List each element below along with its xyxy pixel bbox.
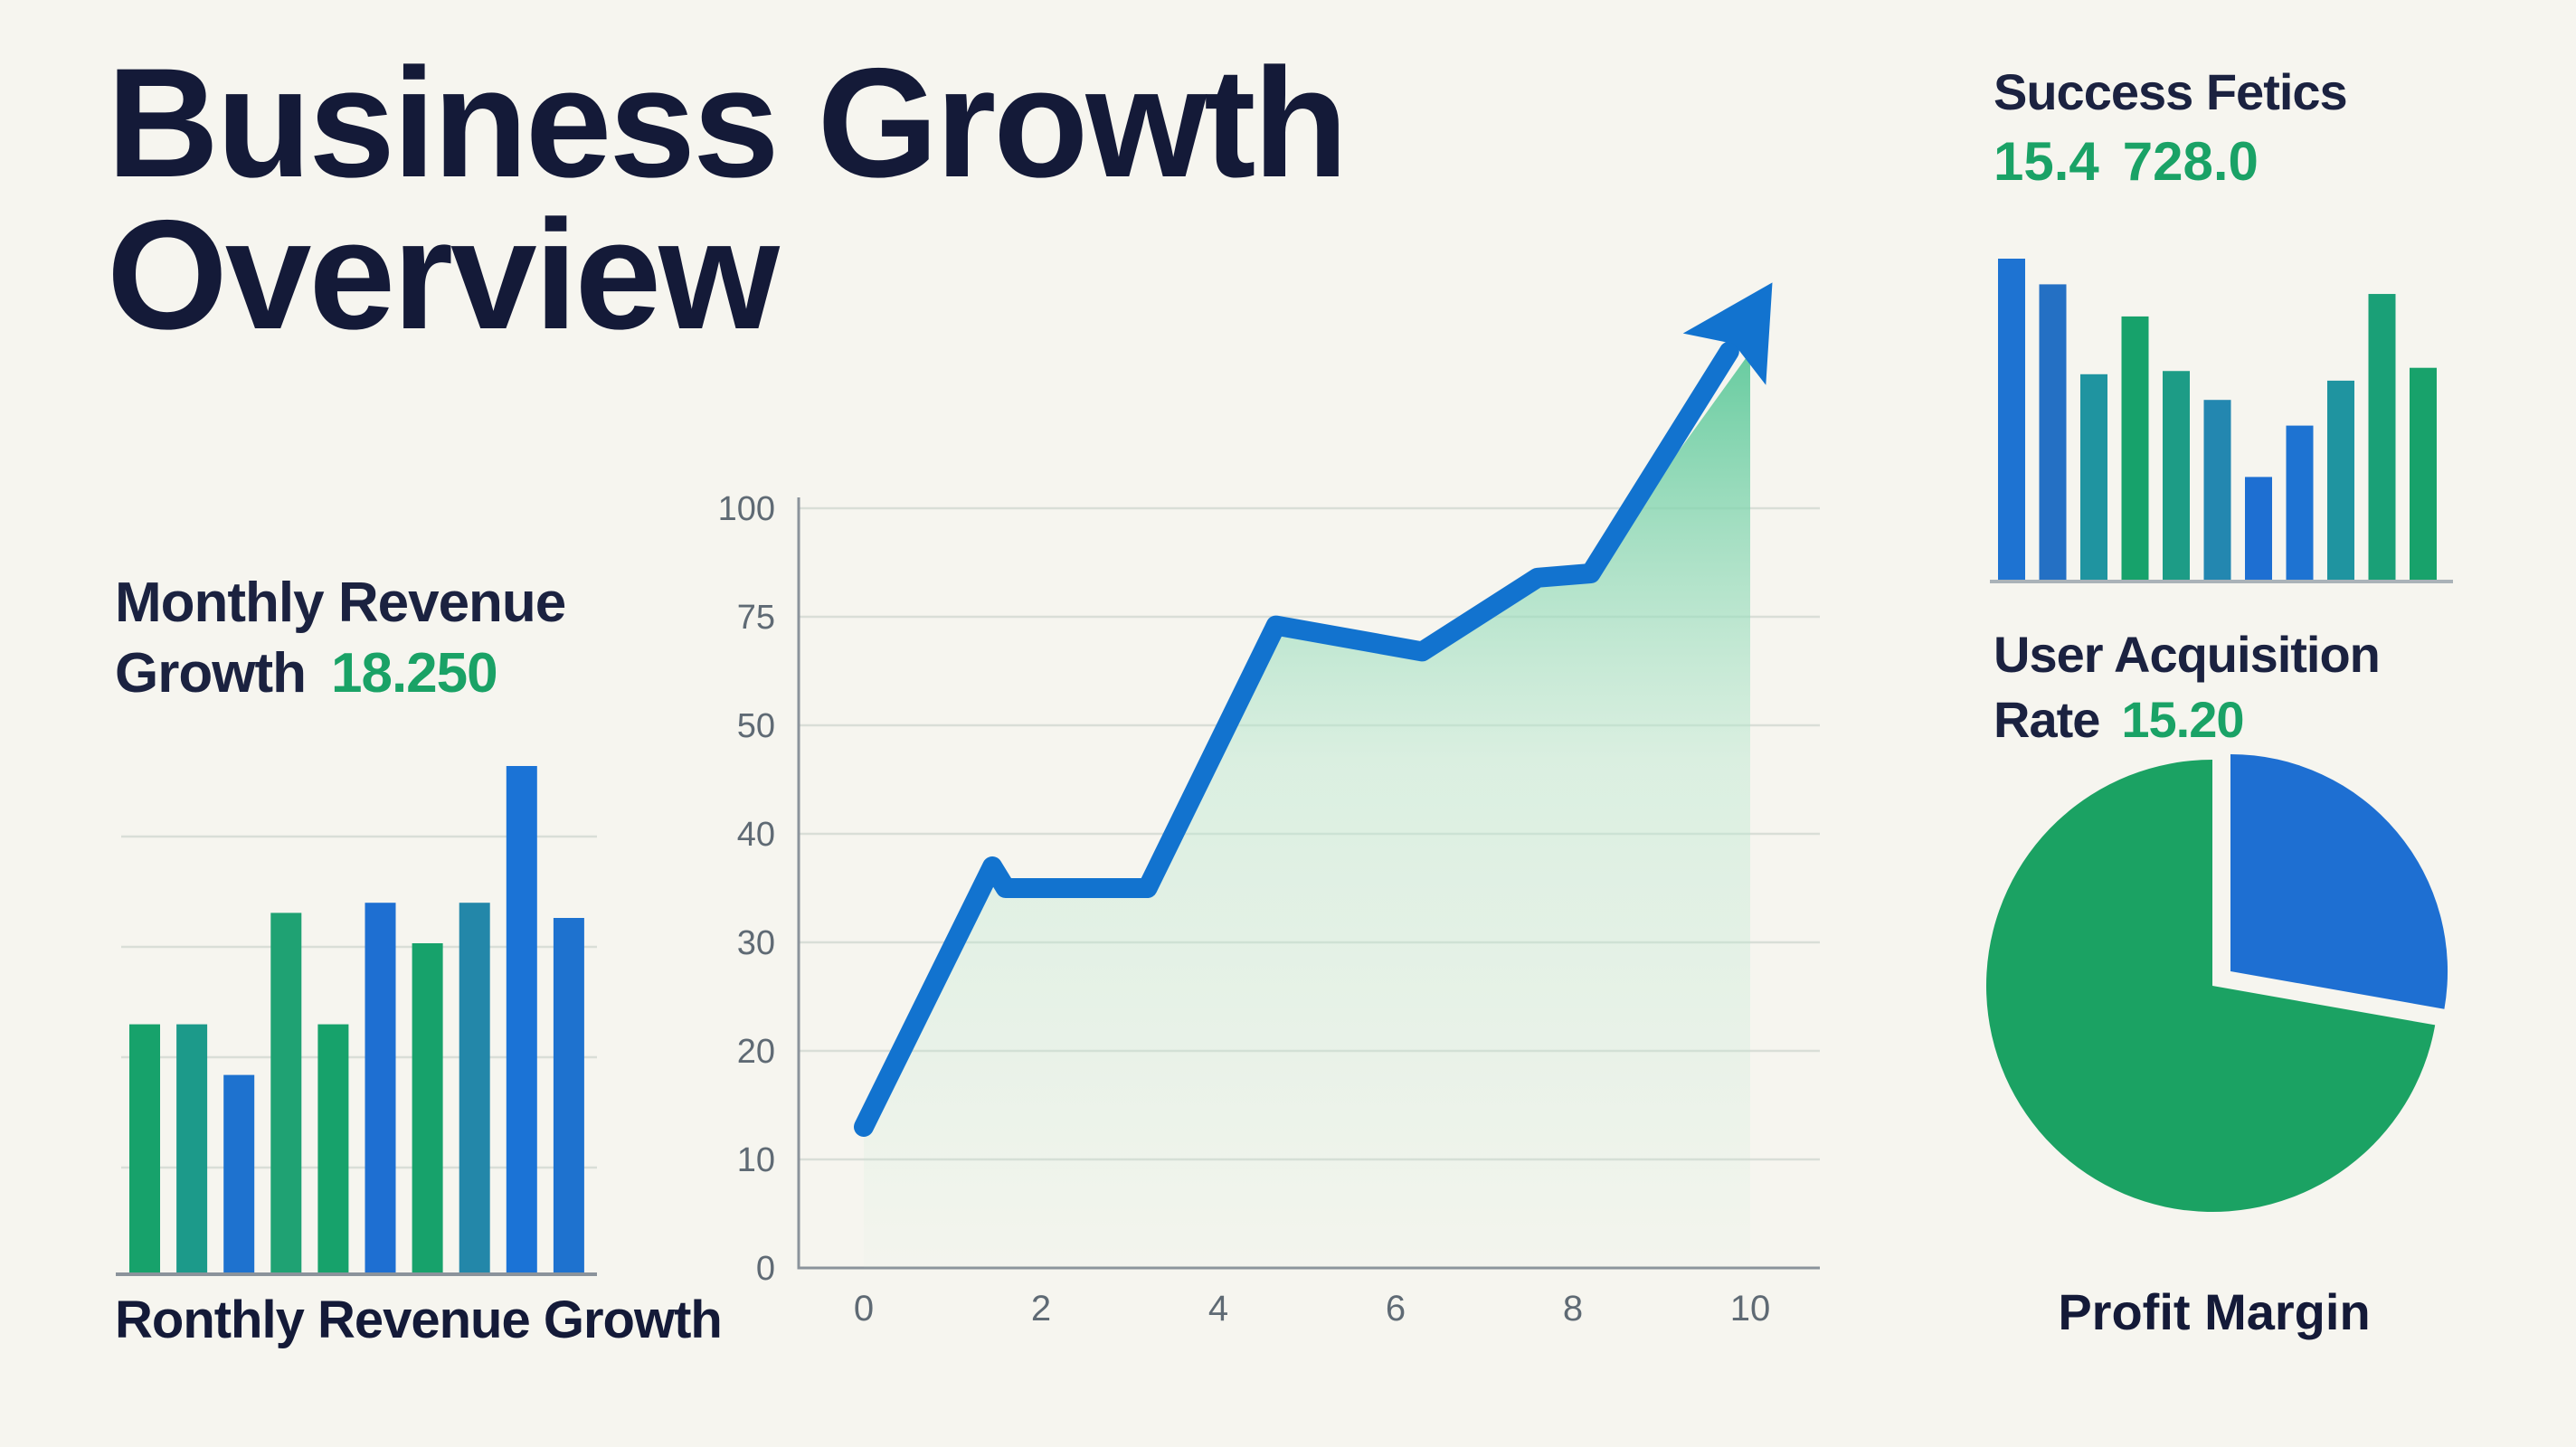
svg-text:10: 10 xyxy=(1730,1289,1771,1329)
svg-text:20: 20 xyxy=(737,1033,775,1071)
page-title-line1: Business Growth xyxy=(107,36,1348,210)
success-metrics-value2: 728.0 xyxy=(2122,131,2259,192)
growth-line-chart: 0 10 20 30 40 50 75 100 0 2 4 6 8 10 xyxy=(718,282,1820,1329)
success-metrics-value1: 15.4 xyxy=(1994,131,2099,192)
svg-text:8: 8 xyxy=(1563,1289,1583,1329)
user-acquisition-value: 15.20 xyxy=(2121,691,2244,748)
success-metrics-bar-chart xyxy=(1990,259,2453,583)
pie-caption: Profit Margin xyxy=(2058,1283,2371,1340)
left-chart-caption: Ronthly Revenue Growth xyxy=(115,1291,723,1349)
monthly-revenue-value: 18.250 xyxy=(330,642,498,705)
svg-text:0: 0 xyxy=(756,1250,775,1288)
page-title-line2: Overview xyxy=(107,188,780,362)
svg-text:2: 2 xyxy=(1031,1289,1051,1329)
svg-text:6: 6 xyxy=(1386,1289,1406,1329)
svg-text:4: 4 xyxy=(1208,1289,1228,1329)
svg-text:10: 10 xyxy=(737,1141,775,1179)
svg-text:75: 75 xyxy=(737,599,775,637)
svg-text:40: 40 xyxy=(737,816,775,854)
profit-margin-pie-chart xyxy=(1985,754,2448,1212)
monthly-revenue-bar-chart xyxy=(116,766,597,1276)
svg-text:30: 30 xyxy=(737,924,775,962)
svg-text:0: 0 xyxy=(854,1289,874,1329)
success-metrics-label: Success Fetics xyxy=(1994,63,2348,120)
monthly-revenue-label-line1: Monthly Revenue xyxy=(115,572,566,634)
success-metrics-values: 15.4 728.0 xyxy=(1994,130,2282,193)
svg-text:50: 50 xyxy=(737,707,775,745)
user-acquisition-label: User Acquisition Rate 15.20 xyxy=(1994,622,2381,752)
page-title: Business Growth Overview xyxy=(107,36,1348,362)
user-acquisition-label-line2: Rate xyxy=(1994,691,2100,748)
svg-text:100: 100 xyxy=(718,490,775,528)
user-acquisition-label-line1: User Acquisition xyxy=(1994,626,2381,683)
monthly-revenue-label-line2: Growth xyxy=(115,642,307,705)
monthly-revenue-label: Monthly Revenue Growth 18.250 xyxy=(115,568,566,709)
